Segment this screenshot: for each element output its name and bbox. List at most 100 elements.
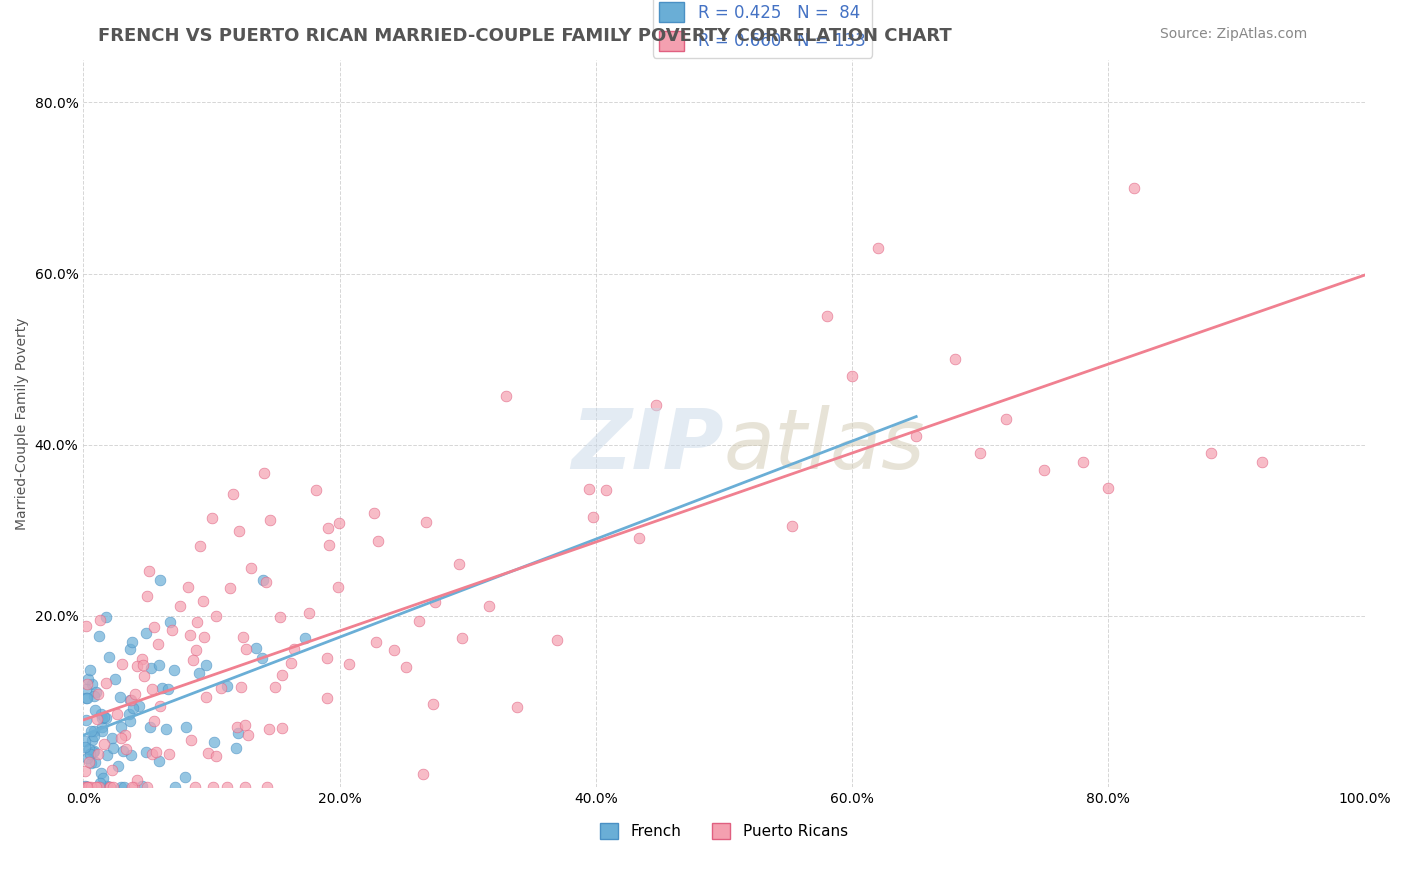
French <box>121 635 143 649</box>
French <box>120 747 142 762</box>
Puerto Ricans <box>363 506 385 520</box>
Puerto Ricans <box>219 581 242 595</box>
French <box>202 735 225 749</box>
French <box>101 741 124 756</box>
Puerto Ricans <box>328 516 350 530</box>
French <box>93 771 115 785</box>
French <box>83 723 105 738</box>
Puerto Ricans <box>77 780 100 794</box>
Puerto Ricans <box>269 610 291 624</box>
Puerto Ricans <box>75 619 97 633</box>
Puerto Ricans <box>96 676 118 690</box>
Puerto Ricans <box>231 680 253 694</box>
French <box>225 740 247 755</box>
Puerto Ricans <box>80 780 103 794</box>
Puerto Ricans <box>131 652 153 666</box>
French <box>110 780 132 794</box>
Puerto Ricans <box>141 681 163 696</box>
French <box>148 754 170 768</box>
French <box>163 663 186 677</box>
Puerto Ricans <box>111 657 134 671</box>
Puerto Ricans <box>86 780 108 794</box>
Puerto Ricans <box>283 642 305 657</box>
Puerto Ricans <box>423 595 446 609</box>
Puerto Ricans <box>943 352 966 367</box>
Puerto Ricans <box>136 780 159 794</box>
Puerto Ricans <box>994 412 1017 426</box>
Puerto Ricans <box>183 653 205 667</box>
Puerto Ricans <box>105 706 128 721</box>
French <box>149 573 172 587</box>
Puerto Ricans <box>98 780 121 794</box>
Puerto Ricans <box>1199 446 1222 460</box>
Puerto Ricans <box>176 580 198 594</box>
Puerto Ricans <box>263 680 285 694</box>
Puerto Ricans <box>305 483 328 497</box>
French <box>294 632 316 646</box>
Puerto Ricans <box>142 714 165 728</box>
French <box>83 703 105 717</box>
Puerto Ricans <box>132 669 155 683</box>
French <box>89 776 111 790</box>
French <box>96 748 118 763</box>
Puerto Ricans <box>298 606 321 620</box>
French <box>89 780 111 794</box>
Puerto Ricans <box>86 712 108 726</box>
French <box>148 657 170 672</box>
Puerto Ricans <box>77 780 100 794</box>
Puerto Ricans <box>395 660 418 674</box>
Puerto Ricans <box>73 780 96 794</box>
Puerto Ricans <box>382 643 405 657</box>
Puerto Ricans <box>132 657 155 672</box>
French <box>122 701 145 715</box>
Puerto Ricans <box>77 755 100 769</box>
Y-axis label: Married-Couple Family Poverty: Married-Couple Family Poverty <box>15 318 30 530</box>
French <box>110 690 132 704</box>
Puerto Ricans <box>87 747 110 761</box>
Puerto Ricans <box>103 780 125 794</box>
French <box>76 691 98 706</box>
French <box>96 779 118 793</box>
French <box>77 742 100 756</box>
French <box>97 649 120 664</box>
French <box>112 744 135 758</box>
Puerto Ricans <box>110 731 132 745</box>
Puerto Ricans <box>815 310 838 324</box>
Puerto Ricans <box>271 722 294 736</box>
Puerto Ricans <box>160 623 183 637</box>
Puerto Ricans <box>121 780 143 794</box>
Puerto Ricans <box>337 657 360 671</box>
French <box>128 699 150 714</box>
Puerto Ricans <box>205 748 228 763</box>
Puerto Ricans <box>1097 481 1119 495</box>
French <box>174 770 197 784</box>
Puerto Ricans <box>184 780 207 794</box>
Puerto Ricans <box>93 738 115 752</box>
Puerto Ricans <box>546 633 568 648</box>
Puerto Ricans <box>124 687 146 701</box>
French <box>83 743 105 757</box>
Puerto Ricans <box>367 533 389 548</box>
Puerto Ricans <box>315 691 337 706</box>
Puerto Ricans <box>169 599 191 613</box>
Puerto Ricans <box>204 609 226 624</box>
Puerto Ricans <box>578 483 600 497</box>
French <box>107 758 129 772</box>
French <box>83 730 105 744</box>
French <box>90 766 112 780</box>
French <box>79 663 101 677</box>
Puerto Ricans <box>644 398 666 412</box>
Puerto Ricans <box>412 766 434 780</box>
French <box>163 780 186 794</box>
Text: ZIP: ZIP <box>571 405 724 486</box>
Puerto Ricans <box>477 599 499 613</box>
Puerto Ricans <box>194 690 217 705</box>
Puerto Ricans <box>780 519 803 533</box>
Puerto Ricans <box>122 780 145 794</box>
Puerto Ricans <box>143 620 166 634</box>
French <box>110 720 132 734</box>
French <box>135 626 157 640</box>
French <box>187 666 209 681</box>
French <box>135 745 157 759</box>
Puerto Ricans <box>422 697 444 711</box>
